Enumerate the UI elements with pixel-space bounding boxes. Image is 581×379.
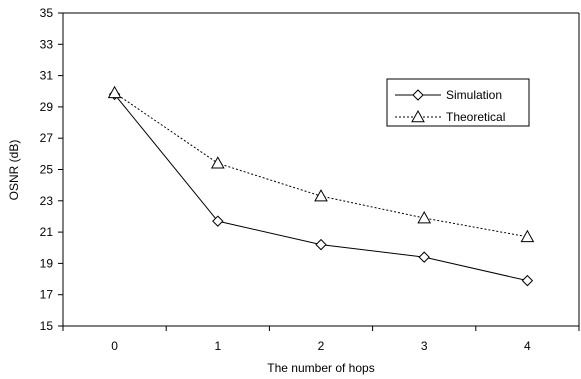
series-layer — [107, 85, 535, 287]
x-axis-ticks: 0 1 2 3 4 — [62, 326, 580, 353]
legend: Simulation Theoretical — [386, 78, 530, 127]
simulation-point — [315, 238, 327, 251]
x-tick-label: 0 — [111, 339, 118, 353]
x-tick-label: 4 — [524, 339, 531, 353]
x-tick-label: 2 — [318, 339, 325, 353]
theoretical-point — [314, 189, 328, 202]
y-axis-ticks: 15 17 19 21 23 25 27 29 31 33 35 — [40, 6, 63, 333]
y-tick-label: 25 — [40, 163, 54, 177]
y-tick-label: 21 — [40, 225, 54, 239]
legend-simulation-label: Simulation — [446, 88, 502, 102]
legend-theoretical-label: Theoretical — [446, 110, 505, 124]
x-tick-label: 3 — [421, 339, 428, 353]
theoretical-point — [520, 229, 535, 243]
y-tick-label: 31 — [40, 69, 54, 83]
simulation-point — [418, 251, 430, 263]
legend-box — [386, 78, 530, 127]
theoretical-point — [107, 85, 122, 99]
y-tick-label: 17 — [40, 288, 54, 302]
x-tick-label: 1 — [214, 339, 221, 353]
series-theoretical — [107, 85, 535, 243]
legend-simulation-marker — [412, 89, 424, 101]
y-tick-label: 29 — [40, 100, 54, 114]
y-tick-label: 19 — [40, 256, 54, 270]
theoretical-point — [417, 210, 432, 224]
simulation-point — [521, 274, 534, 287]
x-axis-title: The number of hops — [267, 361, 374, 375]
y-tick-label: 27 — [40, 131, 54, 145]
legend-theoretical-marker — [411, 109, 425, 123]
y-tick-label: 33 — [40, 37, 54, 51]
y-tick-label: 15 — [40, 319, 54, 333]
simulation-point — [212, 215, 224, 227]
y-tick-label: 35 — [40, 6, 54, 20]
theoretical-point — [210, 156, 225, 169]
plot-area — [62, 12, 580, 327]
y-axis-title: OSNR (dB) — [7, 140, 21, 201]
y-tick-label: 23 — [40, 194, 54, 208]
